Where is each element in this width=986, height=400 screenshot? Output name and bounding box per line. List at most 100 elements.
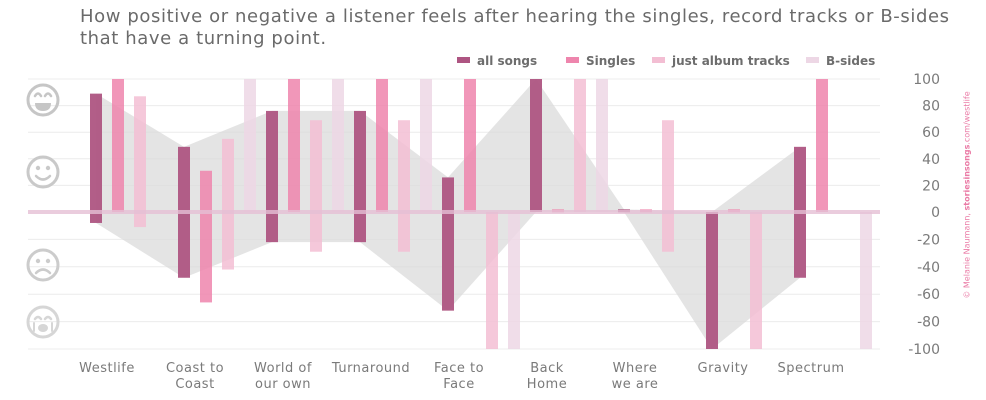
x-category-label: our own [255,377,311,392]
bar-just-album-tracks-world-of-our-own-negative [310,212,322,252]
bar-all-songs-coast-to-coast-negative [178,212,190,278]
face-eye [33,315,43,321]
bar-all-songs-westlife [90,93,102,212]
bar-singles-coast-to-coast-negative [200,212,212,303]
credit-prefix: © Melanie Naumann, [962,210,972,299]
bar-b-sides-face-to-face-negative [508,212,520,349]
face-outline [26,305,60,339]
legend-swatch-b-sides [806,57,819,63]
face-eye [35,258,41,264]
legend-label-singles: Singles [586,54,635,68]
y-tick-label: -60 [917,287,940,303]
face-mouth [35,103,51,111]
face-outline [26,155,60,189]
crying-face-icon [26,305,60,339]
y-tick-label: -20 [917,232,940,248]
y-tick-label: 60 [922,125,940,141]
legend-swatch-all-songs [457,57,470,63]
smiling-face-icon [26,155,60,189]
bar-all-songs-westlife-negative [90,212,102,223]
x-category-label: Gravity [698,361,749,376]
x-category-label: we are [612,377,659,392]
legend-label-just-album-tracks: just album tracks [671,54,790,68]
credit-suffix: .com/westlife [962,91,972,145]
face-mouth [34,174,52,181]
chart-title: How positive or negative a listener feel… [80,6,980,50]
bar-singles-turnaround [376,79,388,212]
face-eye [43,92,53,98]
x-category-label: Westlife [79,361,135,376]
bar-just-album-tracks-gravity-negative [750,212,762,349]
face-eye [45,258,51,264]
bar-all-songs-gravity-negative [706,212,718,349]
bar-singles-coast-to-coast [200,170,212,212]
bar-all-songs-face-to-face-negative [442,212,454,311]
y-tick-label: 100 [913,72,940,88]
face-eye [45,165,51,171]
x-category-label: Face to [434,361,484,376]
x-category-label: Spectrum [778,361,845,376]
bar-all-songs-turnaround [354,110,366,212]
x-category-label: Home [527,377,567,392]
x-category-label: Where [613,361,658,376]
laughing-face-icon [26,83,60,117]
face-eye [33,92,43,98]
chart-title-line-2: that have a turning point. [80,28,327,49]
x-category-label: Coast [175,377,214,392]
face-eye [35,165,41,171]
x-category-label: Back [530,361,564,376]
bar-just-album-tracks-where-we-are [662,120,674,212]
y-tick-label: -100 [908,342,940,358]
y-tick-label: -80 [917,315,940,331]
bar-singles-westlife [112,79,124,212]
bar-all-songs-turnaround-negative [354,212,366,243]
bar-just-album-tracks-coast-to-coast [222,138,234,212]
bar-just-album-tracks-westlife [134,96,146,212]
y-tick-label: 0 [931,205,940,221]
face-mouth [38,324,48,332]
face-eye [43,315,53,321]
bar-singles-spectrum [816,79,828,212]
face-outline [26,83,60,117]
y-tick-label: 80 [922,99,940,115]
legend-swatch-just-album-tracks [652,57,665,63]
legend-swatch-singles [566,57,579,63]
x-category-label: Face [443,377,474,392]
bar-all-songs-spectrum [794,146,806,212]
bar-just-album-tracks-turnaround-negative [398,212,410,252]
credit-site: storiesinsongs [962,144,972,211]
bar-just-album-tracks-where-we-are-negative [662,212,674,252]
legend-label-b-sides: B-sides [826,54,875,68]
legend-label-all-songs: all songs [477,54,537,68]
bar-all-songs-coast-to-coast [178,146,190,212]
bar-all-songs-face-to-face [442,177,454,212]
y-tick-label: 20 [922,178,940,194]
bar-all-songs-world-of-our-own [266,110,278,212]
credit-text: © Melanie Naumann, storiesinsongs.com/we… [963,91,972,298]
bar-b-sides-world-of-our-own [332,79,344,212]
x-category-label: Turnaround [331,361,410,376]
face-mouth [34,268,52,275]
face-outline [26,248,60,282]
bar-just-album-tracks-turnaround [398,120,410,212]
y-tick-label: -40 [917,260,940,276]
bar-singles-face-to-face [464,79,476,212]
bar-b-sides-back-home [596,79,608,212]
bar-singles-world-of-our-own [288,79,300,212]
bar-just-album-tracks-coast-to-coast-negative [222,212,234,270]
bar-just-album-tracks-face-to-face-negative [486,212,498,349]
y-tick-label: 40 [922,152,940,168]
bar-all-songs-world-of-our-own-negative [266,212,278,243]
x-category-label: World of [254,361,312,376]
bar-b-sides-coast-to-coast [244,79,256,212]
bar-just-album-tracks-world-of-our-own [310,120,322,212]
chart-title-line-1: How positive or negative a listener feel… [80,6,950,27]
frowning-face-icon [26,248,60,282]
bar-all-songs-back-home [530,79,542,212]
bar-b-sides-turnaround [420,79,432,212]
bar-b-sides-spectrum-negative [860,212,872,349]
bar-just-album-tracks-westlife-negative [134,212,146,228]
bar-all-songs-spectrum-negative [794,212,806,278]
bar-just-album-tracks-back-home [574,79,586,212]
